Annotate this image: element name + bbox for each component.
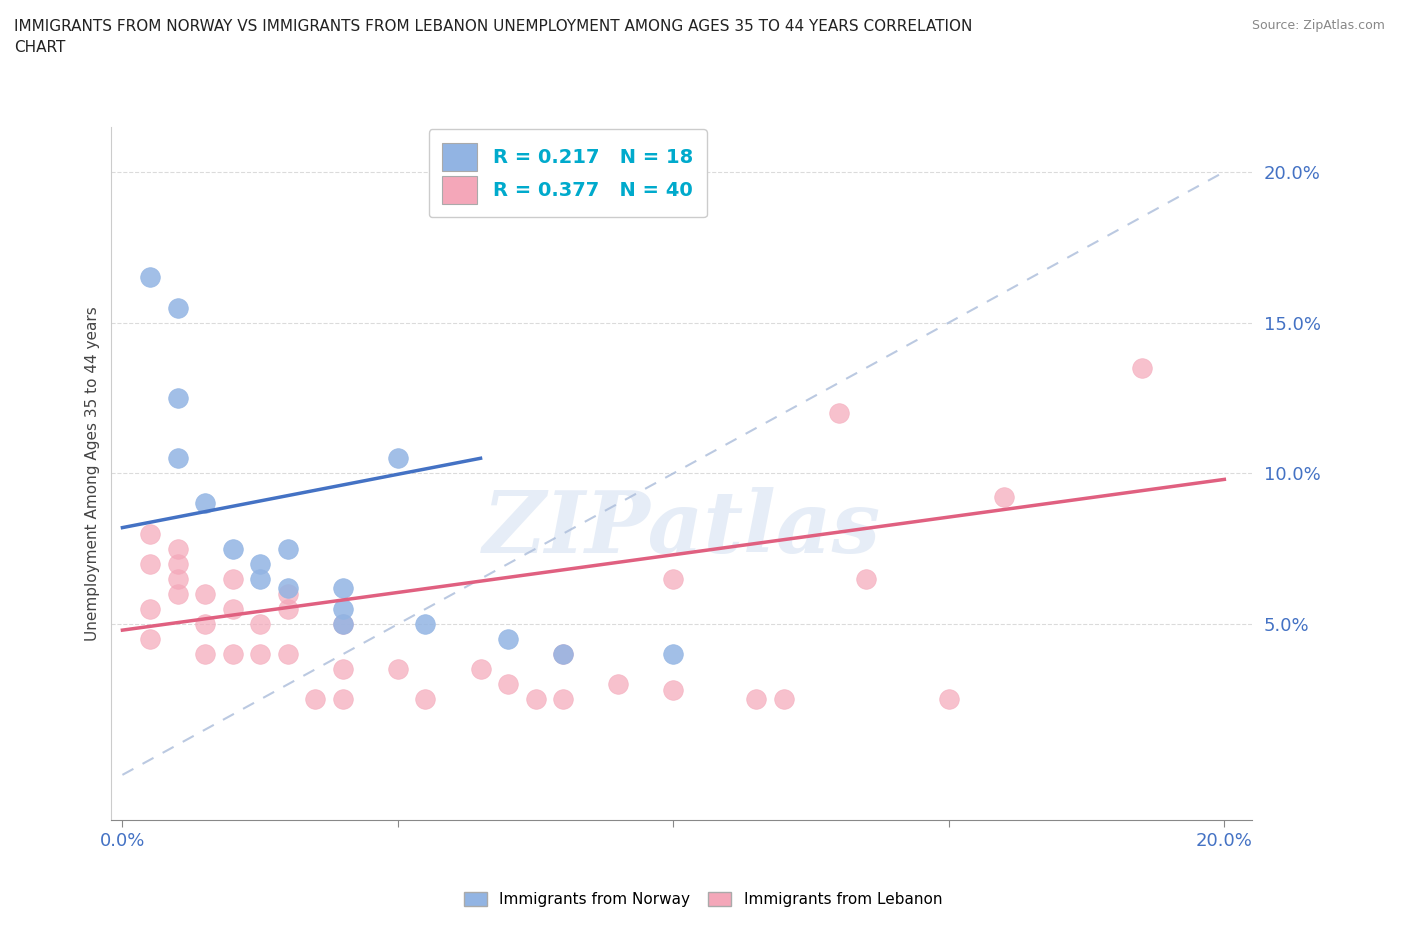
Point [662,571,685,586]
Point [221,602,243,617]
Point [166,391,188,405]
Point [166,300,188,315]
Point [827,405,849,420]
Point [553,647,575,662]
Text: IMMIGRANTS FROM NORWAY VS IMMIGRANTS FROM LEBANON UNEMPLOYMENT AMONG AGES 35 TO : IMMIGRANTS FROM NORWAY VS IMMIGRANTS FRO… [14,19,973,55]
Point [938,692,960,707]
Point [332,602,354,617]
Point [332,662,354,677]
Point [139,556,162,571]
Point [221,647,243,662]
Point [221,541,243,556]
Point [194,587,217,602]
Point [772,692,794,707]
Point [277,580,299,595]
Point [277,541,299,556]
Point [194,647,217,662]
Point [166,556,188,571]
Point [249,556,271,571]
Point [745,692,768,707]
Point [470,662,492,677]
Point [855,571,877,586]
Point [332,617,354,631]
Point [387,662,409,677]
Point [277,647,299,662]
Point [332,580,354,595]
Point [332,692,354,707]
Point [415,617,437,631]
Point [139,526,162,541]
Point [249,571,271,586]
Point [194,496,217,511]
Point [496,677,519,692]
Point [166,451,188,466]
Point [662,647,685,662]
Point [166,587,188,602]
Point [387,451,409,466]
Point [993,490,1015,505]
Point [277,587,299,602]
Point [496,631,519,646]
Point [166,571,188,586]
Text: Source: ZipAtlas.com: Source: ZipAtlas.com [1251,19,1385,32]
Point [139,631,162,646]
Point [221,571,243,586]
Y-axis label: Unemployment Among Ages 35 to 44 years: Unemployment Among Ages 35 to 44 years [86,306,100,641]
Point [249,647,271,662]
Point [139,270,162,285]
Point [194,617,217,631]
Point [277,602,299,617]
Point [607,677,630,692]
Point [1130,361,1153,376]
Text: ZIPatlas: ZIPatlas [482,487,880,571]
Point [553,647,575,662]
Point [553,692,575,707]
Point [249,617,271,631]
Point [166,541,188,556]
Point [304,692,326,707]
Point [415,692,437,707]
Point [332,617,354,631]
Point [524,692,547,707]
Point [662,683,685,698]
Point [139,602,162,617]
Legend: R = 0.217   N = 18, R = 0.377   N = 40: R = 0.217 N = 18, R = 0.377 N = 40 [429,129,707,218]
Legend: Immigrants from Norway, Immigrants from Lebanon: Immigrants from Norway, Immigrants from … [458,885,948,913]
